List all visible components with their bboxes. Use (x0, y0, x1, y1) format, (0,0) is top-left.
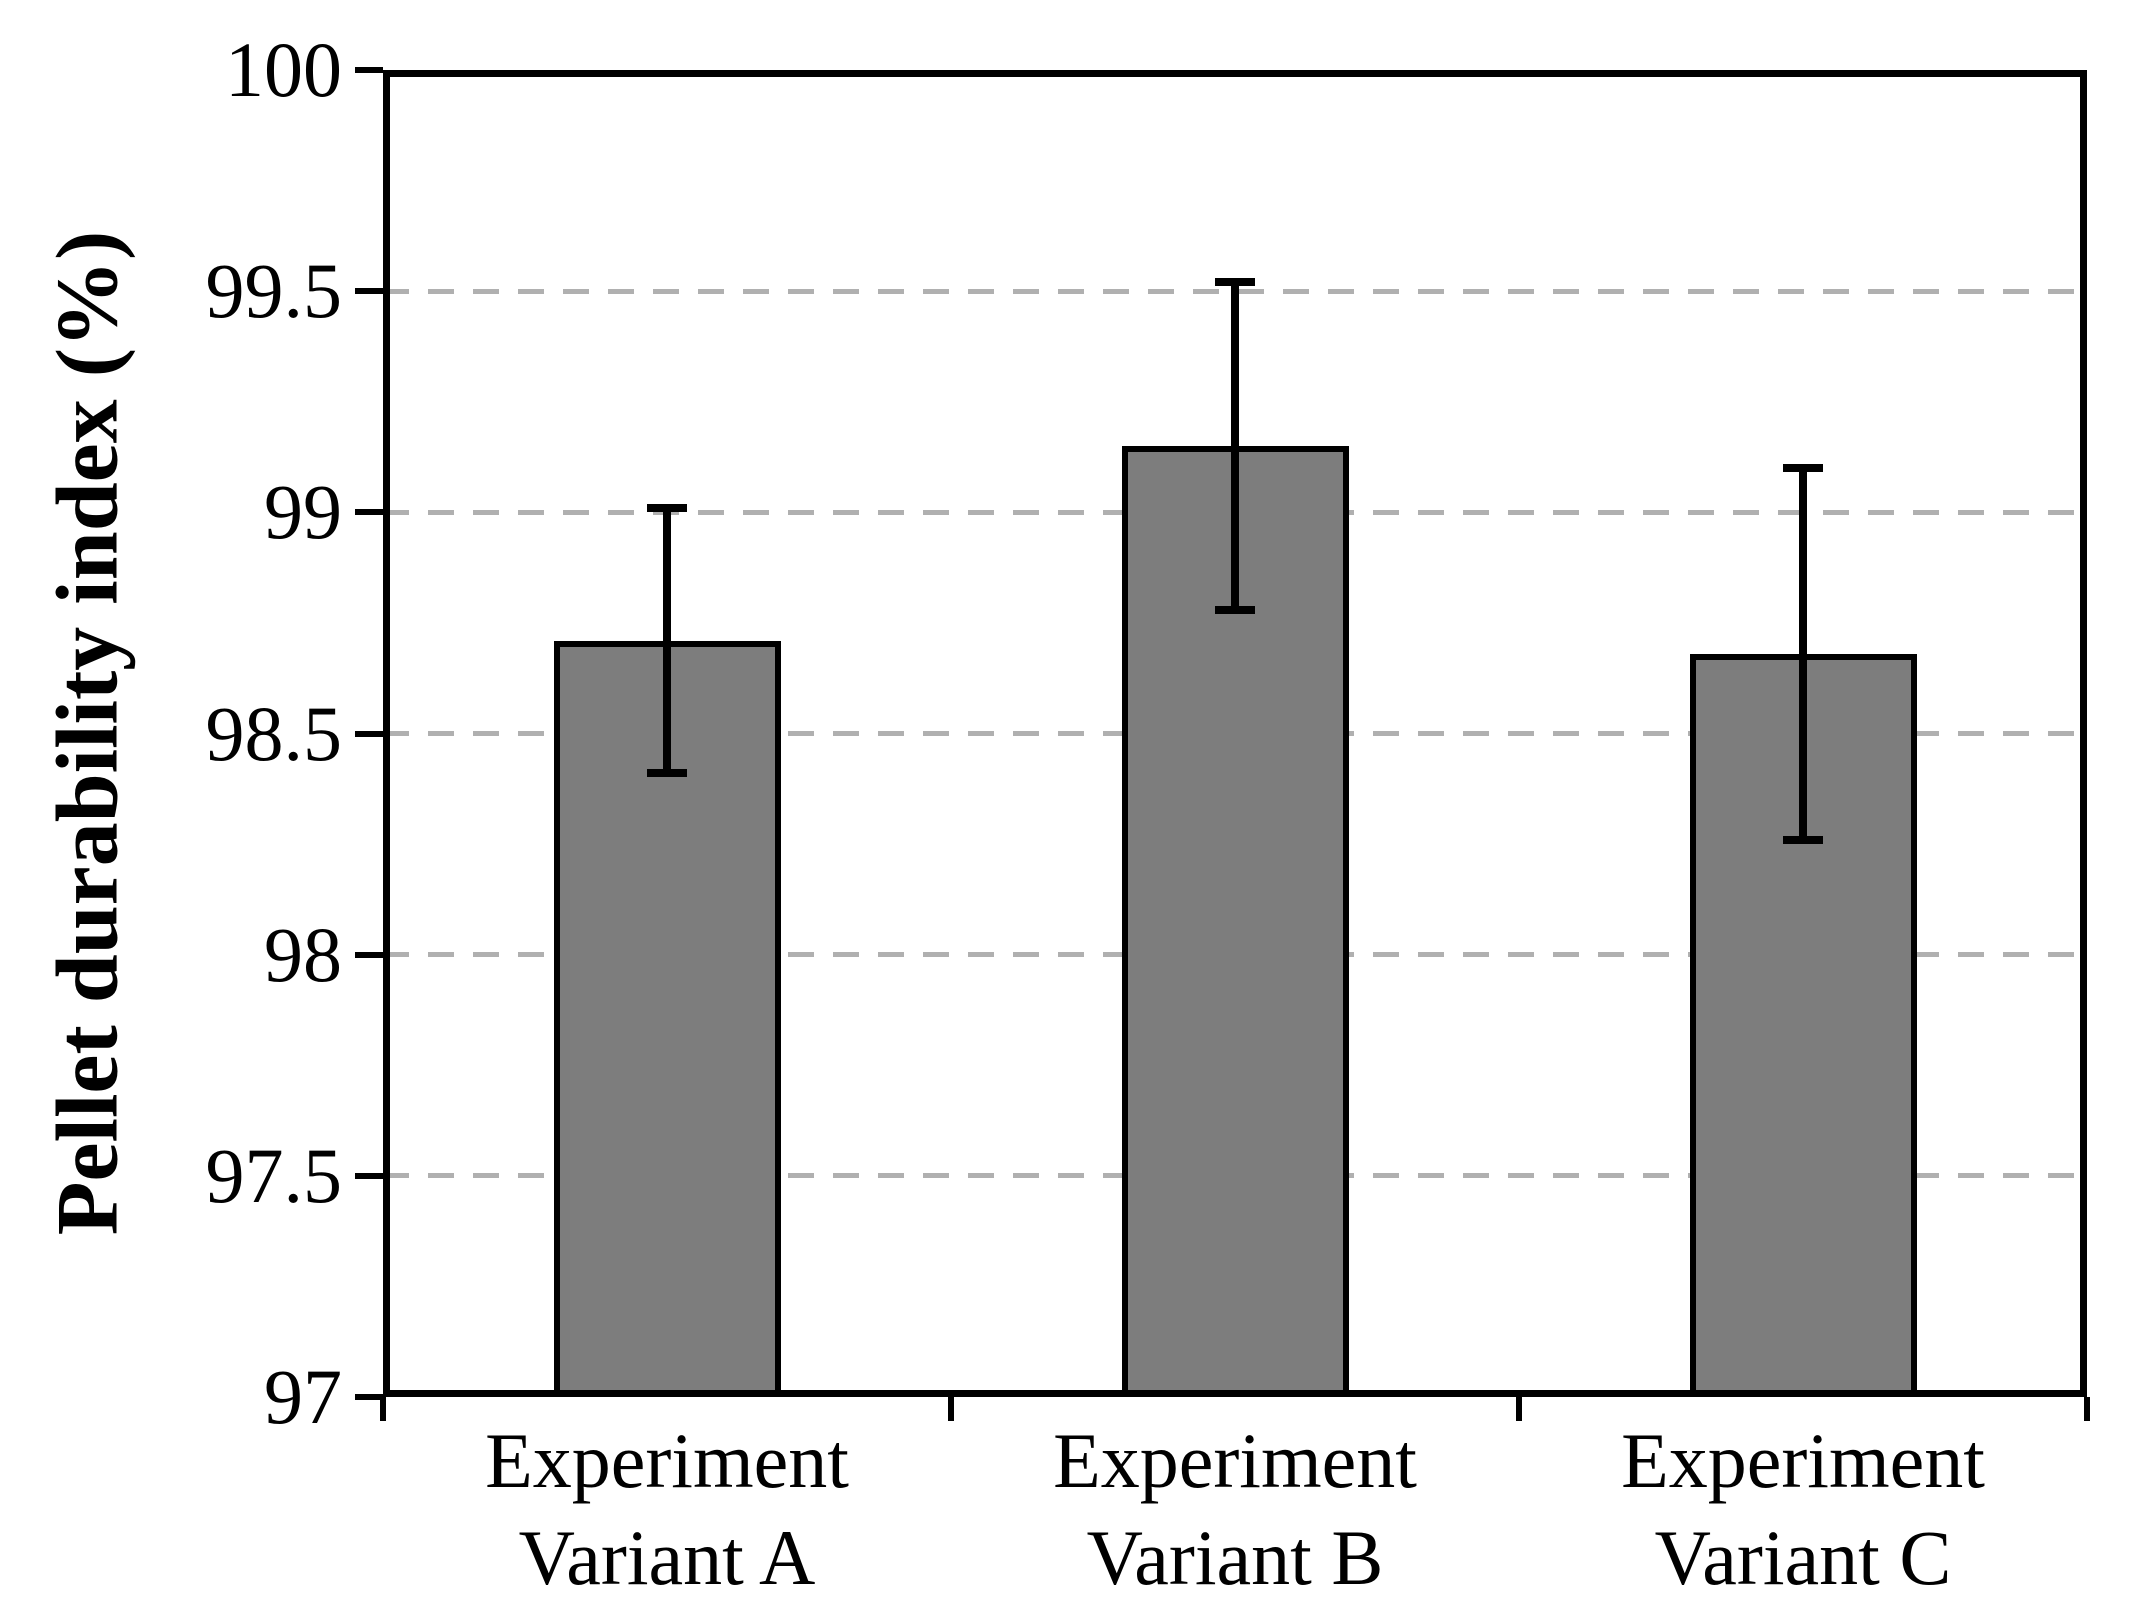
x-category-label-variant-a: Experiment Variant A (383, 1412, 951, 1606)
bar-experiment-variant-a (553, 640, 781, 1397)
x-category-label-variant-b-line2: Variant B (1086, 1514, 1384, 1601)
y-tick-label-97-5: 97.5 (205, 1131, 343, 1219)
x-category-label-variant-c: Experiment Variant C (1519, 1412, 2087, 1606)
x-axis-tick-0 (380, 1397, 386, 1421)
y-axis-tick-99 (355, 509, 383, 516)
error-bar-cap-top-3 (1783, 464, 1823, 473)
y-tick-label-100: 100 (225, 26, 342, 113)
y-axis-tick-99.5 (355, 288, 383, 295)
x-category-label-variant-a-line1: Experiment (485, 1417, 849, 1504)
y-axis-tick-100 (355, 67, 383, 73)
x-category-label-variant-b: Experiment Variant B (951, 1412, 1519, 1606)
y-axis-tick-97 (355, 1394, 383, 1400)
error-bar-cap-bottom-3 (1783, 835, 1823, 844)
error-bar-cap-top-1 (647, 503, 687, 512)
x-category-label-variant-c-line2: Variant C (1654, 1514, 1952, 1601)
y-axis-tick-97.5 (355, 1172, 383, 1179)
y-axis-tick-98 (355, 951, 383, 958)
error-bar-cap-bottom-1 (647, 769, 687, 778)
y-axis-tick-98.5 (355, 730, 383, 737)
error-bar-cap-top-2 (1215, 278, 1255, 287)
x-axis-tick-3 (2084, 1397, 2090, 1421)
error-bar-cap-bottom-2 (1215, 605, 1255, 614)
y-tick-label-98-5: 98.5 (205, 689, 343, 777)
error-bar-line-3 (1799, 468, 1807, 840)
y-tick-label-97: 97 (264, 1353, 342, 1440)
y-tick-label-98: 98 (264, 910, 342, 998)
x-axis-tick-1 (948, 1397, 954, 1421)
error-bar-line-1 (663, 507, 671, 774)
plot-area (383, 70, 2087, 1397)
x-axis-tick-2 (1516, 1397, 1522, 1421)
y-tick-label-99: 99 (264, 468, 342, 556)
x-category-label-variant-a-line2: Variant A (518, 1514, 816, 1601)
error-bar-line-2 (1231, 282, 1239, 610)
x-category-label-variant-c-line1: Experiment (1621, 1417, 1985, 1504)
y-tick-label-99-5: 99.5 (205, 247, 343, 335)
x-category-label-variant-b-line1: Experiment (1053, 1417, 1417, 1504)
